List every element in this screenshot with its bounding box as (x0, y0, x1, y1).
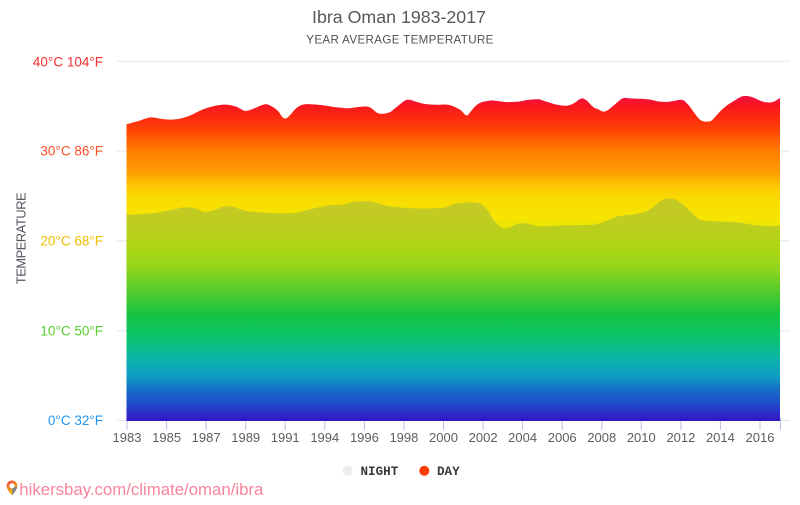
svg-text:1996: 1996 (350, 430, 379, 445)
svg-text:1991: 1991 (271, 430, 300, 445)
svg-text:1987: 1987 (192, 430, 221, 445)
svg-text:DAY: DAY (437, 465, 460, 479)
svg-text:Ibra Oman 1983-2017: Ibra Oman 1983-2017 (312, 7, 486, 27)
svg-text:2016: 2016 (746, 430, 775, 445)
svg-text:0°C 32°F: 0°C 32°F (48, 413, 103, 428)
svg-text:NIGHT: NIGHT (361, 465, 399, 479)
svg-text:1998: 1998 (389, 430, 418, 445)
svg-text:20°C 68°F: 20°C 68°F (40, 233, 103, 248)
svg-text:TEMPERATURE: TEMPERATURE (14, 193, 29, 284)
svg-text:1985: 1985 (152, 430, 181, 445)
svg-text:2014: 2014 (706, 430, 735, 445)
svg-text:30°C 86°F: 30°C 86°F (40, 143, 103, 158)
svg-text:YEAR AVERAGE TEMPERATURE: YEAR AVERAGE TEMPERATURE (306, 34, 494, 47)
svg-text:1989: 1989 (231, 430, 260, 445)
svg-text:2004: 2004 (508, 430, 537, 445)
svg-text:1983: 1983 (113, 430, 142, 445)
svg-text:2012: 2012 (666, 430, 695, 445)
svg-text:40°C 104°F: 40°C 104°F (33, 55, 103, 70)
svg-text:2008: 2008 (587, 430, 616, 445)
svg-text:2002: 2002 (469, 430, 498, 445)
svg-text:hikersbay.com/climate/oman/ibr: hikersbay.com/climate/oman/ibra (19, 480, 264, 499)
svg-text:2006: 2006 (548, 430, 577, 445)
svg-text:2000: 2000 (429, 430, 458, 445)
svg-text:2010: 2010 (627, 430, 656, 445)
svg-text:1994: 1994 (310, 430, 339, 445)
svg-text:10°C 50°F: 10°C 50°F (40, 323, 103, 338)
